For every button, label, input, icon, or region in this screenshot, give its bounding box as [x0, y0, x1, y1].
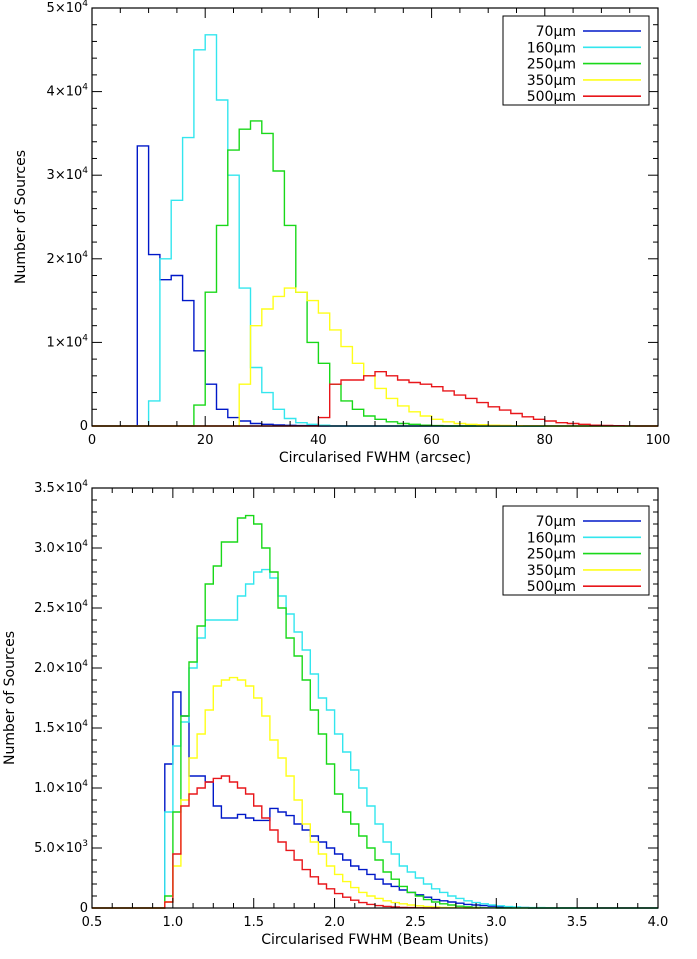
series-160um-line: [92, 568, 578, 909]
series-160um-line: [92, 34, 658, 427]
y-tick-label: 2×104: [47, 250, 89, 267]
legend-label: 500μm: [527, 89, 576, 105]
x-tick-label: 4.0: [648, 915, 669, 930]
y-tick-label: 3.0×104: [34, 539, 88, 556]
legend-label: 350μm: [527, 73, 576, 89]
top-panel: 0 20 40 60 80 100 0 1×104 2×104 3×104 4×104 5×104 Ci…: [13, 0, 670, 466]
series-250um-line: [92, 514, 658, 909]
x-tick-label: 3.0: [486, 915, 507, 930]
legend-label: 500μm: [527, 579, 576, 595]
legend-label: 350μm: [527, 563, 576, 579]
x-tick-label: 3.5: [567, 915, 588, 930]
series-70um-line: [92, 691, 658, 909]
legend-box: [502, 15, 650, 106]
bottom-panel: 0.5 1.0 1.5 2.0 2.5 3.0 3.5 4.0 0 5.0×103 1.0×104 1…: [2, 479, 668, 948]
x-axis-title: Circularised FWHM (Beam Units): [261, 932, 489, 948]
x-tick-label: 100: [646, 433, 671, 448]
y-tick-label: 1×104: [47, 333, 89, 350]
x-tick-label: 2.0: [324, 915, 345, 930]
legend-label: 160μm: [527, 40, 576, 56]
legend-box: [502, 505, 650, 596]
x-tick-label: 1.0: [163, 915, 184, 930]
x-tick-label: 60: [423, 433, 440, 448]
series-350um-line: [92, 676, 481, 909]
y-tick-label: 0: [80, 901, 88, 916]
y-tick-label: 4×104: [47, 83, 89, 100]
legend-label: 70μm: [536, 24, 576, 40]
series-group: [92, 514, 658, 909]
series-500um-line: [92, 371, 658, 427]
y-tick-label: 1.5×104: [34, 719, 88, 736]
y-tick-label: 0: [80, 419, 88, 434]
y-axis-title: Number of Sources: [13, 150, 29, 284]
x-tick-label: 80: [537, 433, 554, 448]
legend-label: 250μm: [527, 57, 576, 73]
y-tick-label: 1.0×104: [34, 779, 88, 796]
y-tick-label: 3×104: [47, 166, 89, 183]
y-tick-label: 3.5×104: [34, 479, 88, 496]
x-tick-label: 0: [88, 433, 96, 448]
x-tick-label: 0.5: [82, 915, 103, 930]
series-group: [92, 34, 658, 427]
y-tick-label: 2.0×104: [34, 659, 88, 676]
series-250um-line: [92, 120, 658, 427]
y-tick-label: 2.5×104: [34, 599, 88, 616]
x-tick-label: 40: [310, 433, 327, 448]
legend-label: 160μm: [527, 530, 576, 546]
y-tick-label: 5.0×103: [34, 839, 88, 856]
legend-label: 250μm: [527, 547, 576, 563]
x-tick-label: 20: [197, 433, 214, 448]
legend-label: 70μm: [536, 514, 576, 530]
x-tick-label: 2.5: [405, 915, 426, 930]
series-500um-line: [92, 775, 440, 909]
x-axis-title: Circularised FWHM (arcsec): [279, 450, 471, 466]
series-350um-line: [92, 287, 658, 427]
x-tick-label: 1.5: [243, 915, 264, 930]
y-axis-title: Number of Sources: [2, 631, 18, 765]
y-tick-label: 5×104: [47, 0, 89, 16]
